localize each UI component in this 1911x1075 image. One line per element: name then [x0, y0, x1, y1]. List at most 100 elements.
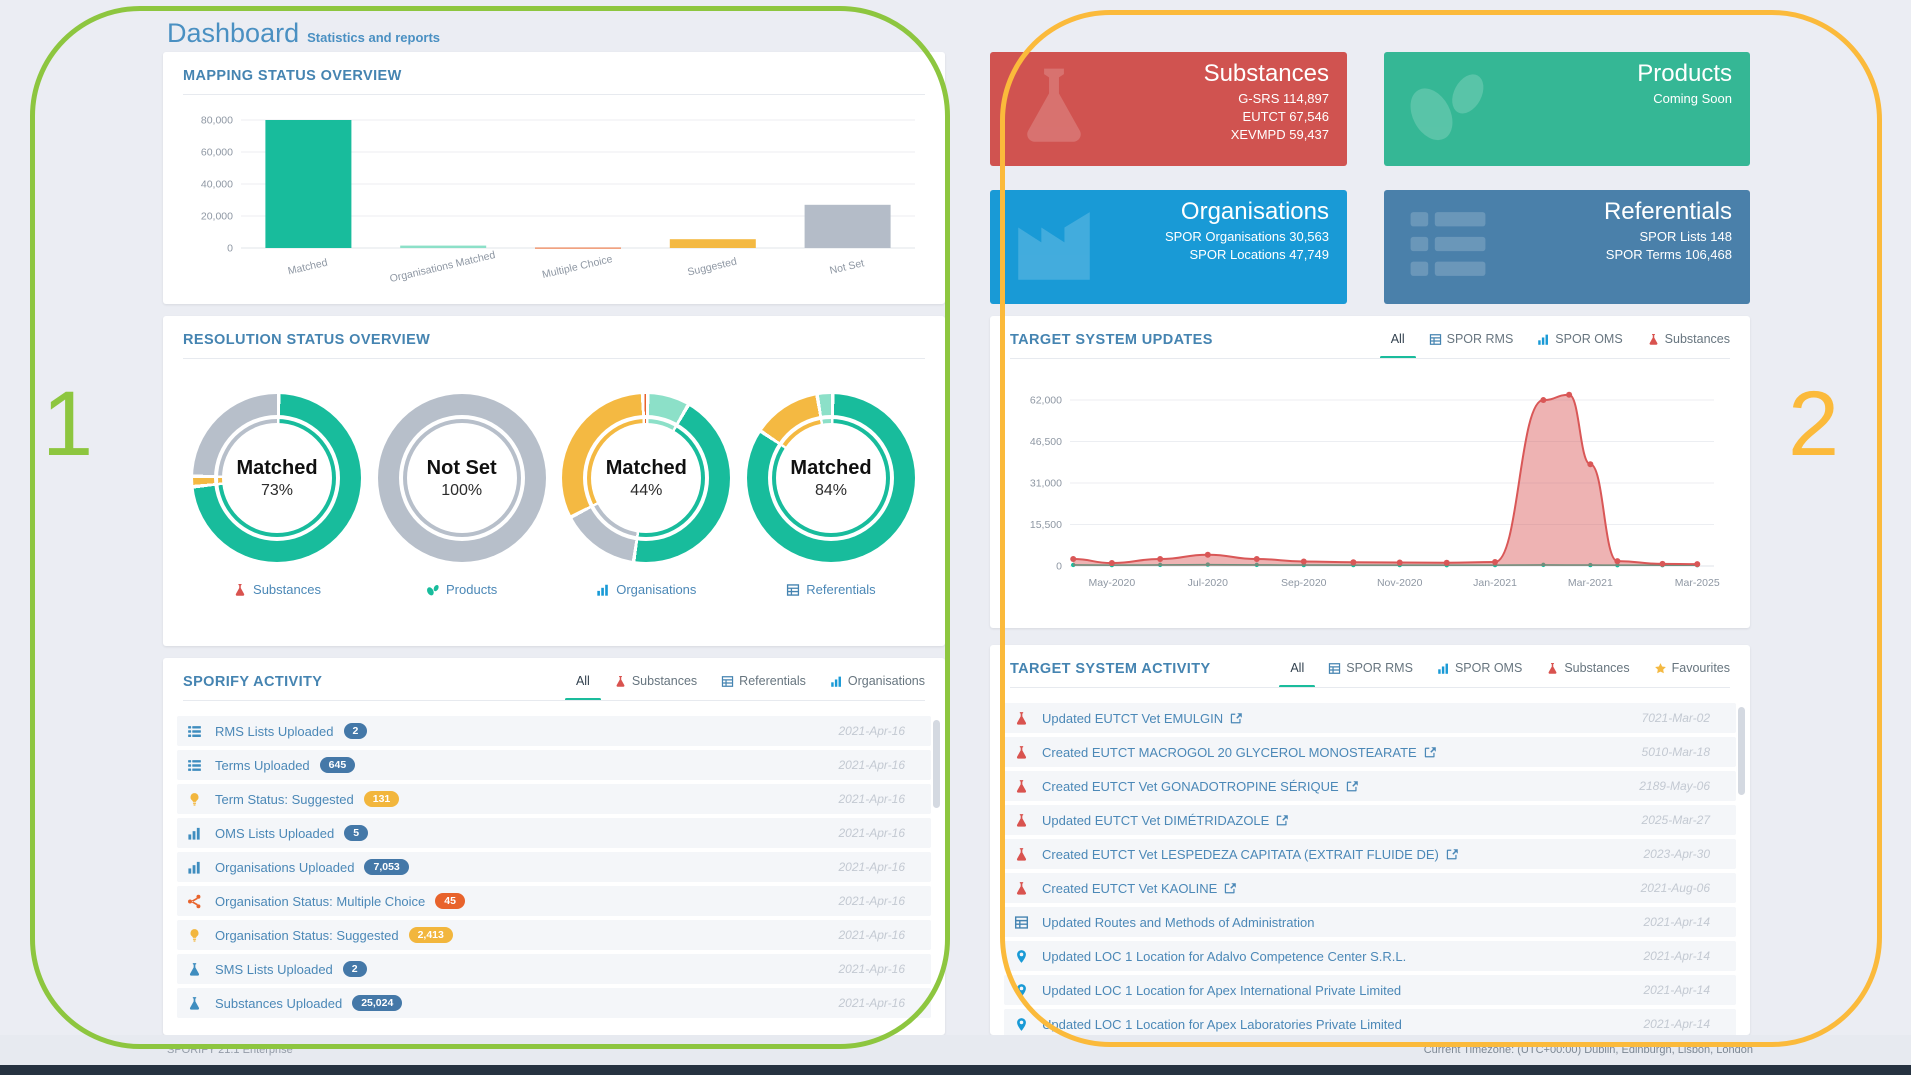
donut-center-value: 100% [441, 481, 483, 499]
sporify-tab-all[interactable]: All [564, 674, 601, 701]
table-icon [1329, 662, 1341, 674]
svg-text:May-2020: May-2020 [1089, 577, 1136, 589]
external-link-icon[interactable] [1224, 882, 1237, 895]
svg-text:Jul-2020: Jul-2020 [1188, 577, 1228, 589]
divider [183, 358, 925, 359]
count-badge: 45 [435, 893, 465, 909]
activity-link[interactable]: Substances Uploaded [215, 995, 343, 1011]
updates-tab-spor-rms[interactable]: SPOR RMS [1429, 332, 1513, 348]
flask-icon [1027, 68, 1081, 142]
target-tab-all[interactable]: All [1279, 661, 1316, 688]
target-list-item: Created EUTCT Vet LESPEDEZA CAPITATA (EX… [1004, 839, 1736, 869]
activity-link[interactable]: Terms Uploaded [215, 757, 310, 773]
svg-text:Mar-2025: Mar-2025 [1675, 577, 1720, 589]
donut-category-substances[interactable]: Substances [193, 582, 361, 597]
activity-link[interactable]: Organisation Status: Multiple Choice [215, 893, 426, 909]
target-system-activity-tabs: All SPOR RMS SPOR OMS Substances Favourites [1279, 661, 1730, 688]
count-badge: 131 [363, 791, 400, 807]
target-tab-substances[interactable]: Substances [1546, 661, 1630, 677]
external-icon [1424, 746, 1436, 757]
chart-icon [188, 861, 200, 874]
scrollbar[interactable] [1738, 707, 1745, 795]
tab-label: Favourites [1671, 661, 1730, 675]
tab-label: SPOR OMS [1555, 332, 1623, 346]
resolution-donut-charts: Matched 73% Not Set 100% Matched 44% Matched 84… [183, 394, 925, 562]
summary-card-stat: XEVMPD 59,437 [1230, 127, 1329, 142]
summary-card-substances[interactable]: Substances G-SRS 114,897 EUTCT 67,546 XEVMP… [990, 52, 1347, 166]
activity-link[interactable]: Updated LOC 1 Location for Apex Laborato… [1042, 1016, 1402, 1032]
donut-category-referentials[interactable]: Referentials [747, 582, 915, 597]
mapping-status-card: MAPPING STATUS OVERVIEW 0 20,000 40,000 60,… [163, 52, 945, 304]
activity-link[interactable]: Organisations Uploaded [215, 859, 355, 875]
list-icon [188, 725, 201, 737]
bulb-icon [190, 928, 199, 942]
target-tab-spor-oms[interactable]: SPOR OMS [1437, 661, 1522, 677]
external-link-icon[interactable] [1230, 712, 1243, 725]
resolution-status-card: RESOLUTION STATUS OVERVIEW Matched 73% Not… [163, 316, 945, 646]
activity-date: 2021-Apr-16 [838, 928, 906, 942]
flask-icon [1016, 847, 1027, 861]
summary-card-stat: SPOR Lists 148 [1639, 229, 1733, 244]
table-icon [722, 675, 734, 687]
updates-tab-all[interactable]: All [1379, 332, 1416, 359]
chart-icon [188, 827, 200, 840]
updates-tab-substances[interactable]: Substances [1647, 332, 1730, 348]
donut-center-label: Matched [236, 456, 318, 479]
sporify-list-item: Term Status: Suggested 131 2021-Apr-16 [177, 784, 931, 814]
sporify-tab-organisations[interactable]: Organisations [830, 674, 925, 690]
summary-card-organisations[interactable]: Organisations SPOR Organisations 30,563 SP… [990, 190, 1347, 304]
scrollbar[interactable] [933, 720, 940, 808]
summary-card-referentials[interactable]: Referentials SPOR Lists 148 SPOR Terms 106… [1384, 190, 1750, 304]
target-list-item: Updated LOC 1 Location for Apex Internat… [1004, 975, 1736, 1005]
activity-link[interactable]: Updated EUTCT Vet EMULGIN [1042, 710, 1224, 726]
external-icon [1230, 712, 1242, 723]
external-link-icon[interactable] [1424, 746, 1437, 759]
svg-text:Matched: Matched [287, 257, 329, 278]
updates-tab-spor-oms[interactable]: SPOR OMS [1537, 332, 1623, 348]
count-badge: 5 [344, 825, 369, 841]
activity-link[interactable]: Updated EUTCT Vet DIMÉTRIDAZOLE [1042, 812, 1270, 828]
footer-version: SPORIFY 21.1 Enterprise [167, 1044, 293, 1056]
table-icon [1014, 915, 1029, 929]
tab-label: Substances [1664, 332, 1730, 346]
activity-link[interactable]: Term Status: Suggested [215, 791, 354, 807]
annotation-number-2: 2 [1788, 373, 1840, 475]
target-tab-spor-rms[interactable]: SPOR RMS [1328, 661, 1413, 677]
summary-card-products[interactable]: Products Coming Soon [1384, 52, 1750, 166]
donut-category-organisations[interactable]: Organisations [562, 582, 730, 597]
activity-link[interactable]: RMS Lists Uploaded [215, 723, 334, 739]
flask-icon [235, 583, 245, 596]
target-list-item: Created EUTCT Vet KAOLINE 2021-Aug-06 [1004, 873, 1736, 903]
target-list-item: Updated EUTCT Vet EMULGIN 7021-Mar-02 [1004, 703, 1736, 733]
flask-icon [1016, 745, 1027, 759]
active-tab-underline [1379, 356, 1416, 359]
count-badge: 2,413 [408, 927, 453, 943]
activity-date: 2021-Apr-14 [1643, 949, 1711, 963]
activity-date: 2021-Apr-16 [838, 758, 906, 772]
sporify-tab-substances[interactable]: Substances [614, 674, 697, 690]
target-tab-favourites[interactable]: Favourites [1654, 661, 1730, 677]
activity-link[interactable]: Created EUTCT MACROGOL 20 GLYCEROL MONOS… [1042, 744, 1417, 760]
activity-link[interactable]: Updated Routes and Methods of Administra… [1042, 914, 1315, 930]
donut-center-value: 84% [814, 481, 847, 499]
donut-chart-products: Not Set 100% [377, 394, 546, 562]
external-link-icon[interactable] [1346, 780, 1359, 793]
sporify-tab-referentials[interactable]: Referentials [721, 674, 806, 690]
donut-center-label: Matched [790, 456, 872, 479]
external-link-icon[interactable] [1276, 814, 1289, 827]
activity-link[interactable]: Organisation Status: Suggested [215, 927, 399, 943]
activity-link[interactable]: Updated LOC 1 Location for Adalvo Compet… [1042, 948, 1407, 964]
donut-category-products[interactable]: Products [378, 582, 546, 597]
target-list-item: Created EUTCT MACROGOL 20 GLYCEROL MONOS… [1004, 737, 1736, 767]
activity-link[interactable]: Created EUTCT Vet LESPEDEZA CAPITATA (EX… [1042, 846, 1439, 862]
activity-link[interactable]: Created EUTCT Vet KAOLINE [1042, 880, 1218, 896]
activity-link[interactable]: SMS Lists Uploaded [215, 961, 333, 977]
svg-text:0: 0 [227, 243, 233, 255]
activity-link[interactable]: Created EUTCT Vet GONADOTROPINE SÉRIQUE [1042, 778, 1339, 794]
summary-card-stat: G-SRS 114,897 [1238, 91, 1329, 106]
activity-link[interactable]: Updated LOC 1 Location for Apex Internat… [1042, 982, 1402, 998]
svg-text:60,000: 60,000 [201, 147, 233, 159]
external-link-icon[interactable] [1446, 848, 1459, 861]
donut-category-label: Substances [253, 582, 321, 597]
activity-link[interactable]: OMS Lists Uploaded [215, 825, 335, 841]
